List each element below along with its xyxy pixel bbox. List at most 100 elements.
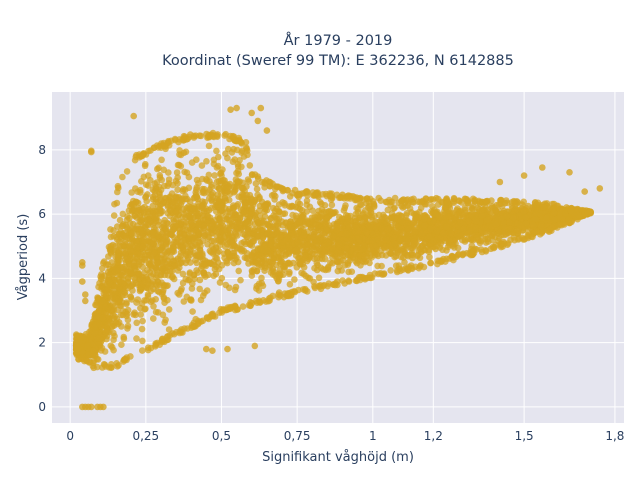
data-point	[310, 228, 317, 236]
data-point	[215, 197, 222, 205]
data-point	[99, 298, 106, 305]
data-point	[141, 278, 149, 286]
data-point	[152, 195, 160, 203]
data-point	[507, 225, 515, 232]
data-point	[204, 228, 212, 236]
data-point	[178, 285, 185, 293]
data-point	[520, 198, 527, 206]
data-point	[137, 311, 144, 318]
data-point	[427, 225, 434, 233]
data-point	[126, 214, 133, 222]
data-point	[408, 249, 416, 257]
data-point	[343, 244, 350, 252]
data-point	[275, 201, 283, 208]
data-point	[295, 218, 303, 225]
data-point	[333, 227, 341, 234]
data-point	[84, 342, 91, 349]
data-point	[232, 283, 240, 291]
data-point	[147, 176, 154, 184]
data-point	[234, 232, 241, 239]
data-point	[176, 233, 184, 240]
data-point	[138, 216, 146, 224]
data-point	[177, 218, 185, 226]
data-point	[251, 220, 258, 228]
data-point	[426, 233, 433, 240]
data-point	[185, 226, 193, 234]
data-point	[324, 266, 332, 273]
data-point	[139, 337, 146, 345]
data-point	[133, 335, 140, 342]
data-point	[300, 211, 307, 219]
data-point	[494, 230, 502, 237]
data-point	[404, 225, 412, 232]
data-point	[303, 257, 311, 265]
data-point	[410, 238, 418, 245]
data-point	[245, 178, 253, 185]
data-point	[393, 228, 401, 236]
data-point	[150, 207, 158, 215]
data-point	[416, 245, 424, 252]
data-point	[125, 275, 132, 282]
data-point	[226, 208, 234, 216]
data-point	[456, 197, 463, 205]
data-point	[439, 229, 447, 237]
data-point	[234, 163, 242, 170]
data-point	[378, 225, 385, 233]
data-point	[114, 267, 122, 274]
data-point	[139, 317, 146, 325]
data-point	[344, 259, 352, 267]
data-point	[355, 253, 362, 261]
data-point	[563, 204, 570, 211]
data-point	[285, 241, 292, 248]
data-point	[464, 235, 472, 243]
data-point	[291, 276, 298, 283]
data-point	[513, 200, 520, 207]
data-point	[199, 292, 207, 300]
data-point	[186, 270, 193, 278]
data-point	[166, 230, 174, 238]
data-point	[351, 228, 359, 236]
data-point	[138, 300, 146, 307]
data-point	[241, 202, 249, 209]
data-point	[285, 259, 292, 267]
data-point	[105, 253, 112, 260]
data-point	[488, 197, 495, 204]
data-point	[221, 132, 228, 139]
data-point	[170, 275, 178, 283]
data-point	[75, 355, 82, 363]
data-point	[150, 219, 158, 227]
data-point	[210, 237, 218, 245]
data-point	[124, 225, 131, 233]
data-point	[181, 237, 189, 244]
data-point	[356, 236, 363, 244]
data-point	[103, 335, 110, 343]
data-point	[421, 215, 428, 223]
data-point	[261, 264, 269, 271]
data-point	[314, 232, 322, 239]
data-point	[387, 214, 395, 221]
data-point	[158, 279, 165, 287]
data-point	[311, 283, 318, 290]
data-point	[430, 237, 437, 245]
data-point	[504, 212, 511, 220]
data-point	[442, 214, 449, 221]
data-point	[177, 259, 184, 267]
data-point	[543, 214, 550, 221]
data-point	[267, 215, 275, 223]
data-point	[180, 132, 188, 140]
data-point	[426, 253, 433, 261]
data-point	[99, 314, 106, 322]
data-point	[219, 209, 226, 216]
data-point	[472, 224, 479, 231]
data-point	[150, 303, 157, 310]
data-point	[221, 227, 228, 234]
data-point	[190, 194, 198, 202]
data-point	[313, 259, 321, 267]
data-point	[222, 281, 230, 289]
data-point	[361, 258, 369, 266]
data-point	[144, 220, 151, 228]
data-point	[237, 276, 244, 284]
data-point	[288, 202, 296, 210]
data-point	[252, 226, 259, 233]
data-point	[102, 303, 109, 311]
